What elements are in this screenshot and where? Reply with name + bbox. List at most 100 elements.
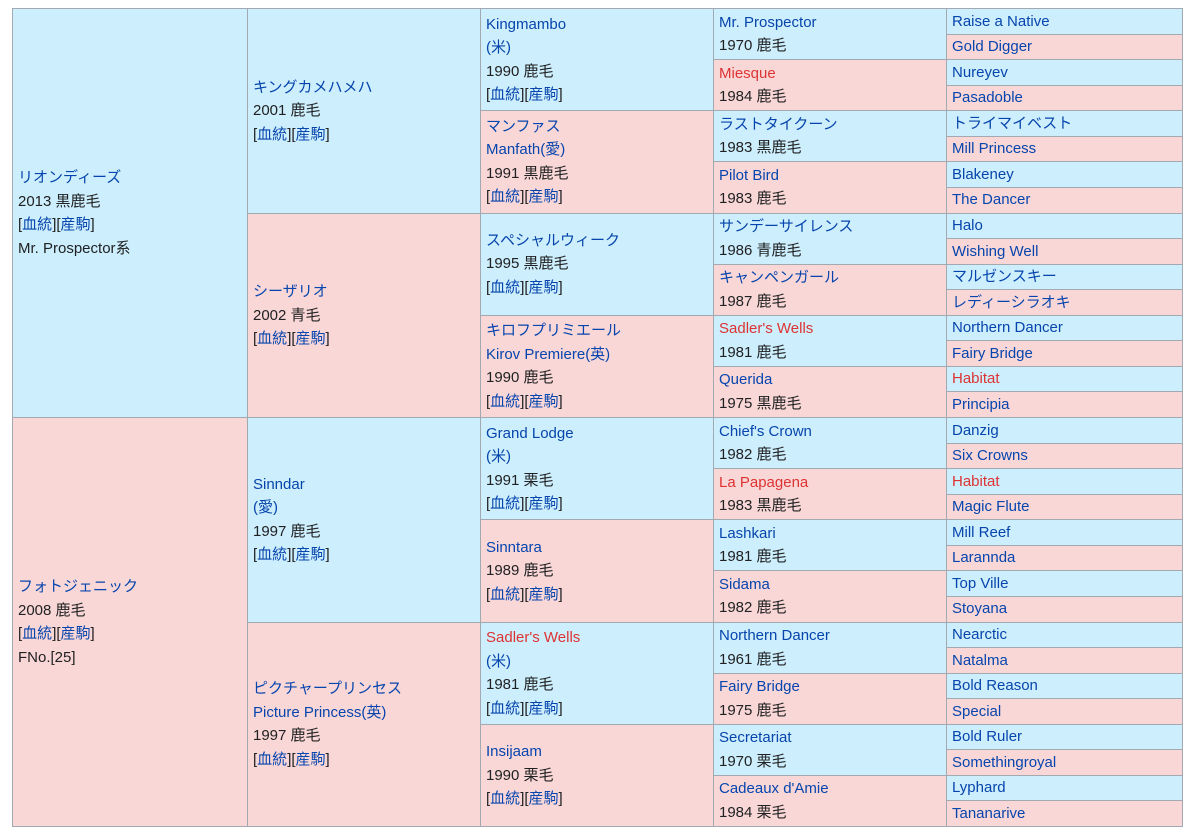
gen5-2-name-link[interactable]: Nureyev [952,63,1008,81]
gen5-13-name-link[interactable]: Fairy Bridge [952,344,1033,362]
gen5-30-name-link[interactable]: Lyphard [952,779,1006,797]
gen5-22-name-link[interactable]: Top Ville [952,574,1009,592]
gen5-9-name-link[interactable]: Wishing Well [952,242,1039,260]
gen3-4-origin-link[interactable]: (米) [486,448,511,466]
gen3-6-origin-link[interactable]: (米) [486,652,511,670]
gen4-6-name-link[interactable]: Sadler's Wells [719,320,814,338]
gen1-dam-name-link[interactable]: フォトジェニック [18,578,139,595]
gen4-1-name-link[interactable]: Miesque [719,64,776,82]
gen2-2-produce-link[interactable]: 産駒 [295,546,326,564]
gen2-2-name-link[interactable]: Sinndar [253,475,305,493]
gen3-4-name-link[interactable]: Grand Lodge [486,424,574,442]
gen3-cell: マンファス Manfath(愛) 1991 黒鹿毛 [血統][産駒] [480,110,714,214]
gen5-12-name-link[interactable]: Northern Dancer [952,319,1063,337]
gen4-12-name-link[interactable]: Northern Dancer [719,627,830,645]
gen1-dam-produce-link[interactable]: 産駒 [60,625,91,642]
gen3-2-name-link[interactable]: スペシャルウィーク [486,231,620,249]
gen2-2-bloodline-link[interactable]: 血統 [257,546,288,564]
gen1-sire-produce-link[interactable]: 産駒 [60,216,91,233]
gen3-0-name-link[interactable]: Kingmambo [486,15,567,33]
gen2-0-bloodline-link[interactable]: 血統 [257,125,288,143]
gen2-3-produce-link[interactable]: 産駒 [295,750,326,768]
gen3-3-alt-name-link[interactable]: Kirov Premiere(英) [486,345,611,363]
gen2-1-name-link[interactable]: シーザリオ [253,283,328,300]
gen3-7-bloodline-link[interactable]: 血統 [490,790,521,808]
gen3-6-bloodline-link[interactable]: 血統 [490,699,521,717]
gen4-5-name-link[interactable]: キャンペンガール [719,269,840,287]
gen5-29-name-link[interactable]: Somethingroyal [952,753,1057,771]
gen5-7-name-link[interactable]: The Dancer [952,191,1031,209]
gen5-3-name-link[interactable]: Pasadoble [952,89,1023,107]
gen4-10-name-link[interactable]: Lashkari [719,524,776,542]
gen2-3-name-link[interactable]: ピクチャープリンセス [253,680,402,698]
gen2-3-alt-name-link[interactable]: Picture Princess(英) [253,703,387,721]
gen5-10-name-link[interactable]: マルゼンスキー [952,268,1057,286]
gen2-2-origin-link[interactable]: (愛) [253,499,278,517]
gen3-3-bloodline-link[interactable]: 血統 [490,392,521,410]
gen3-7-name-link[interactable]: Insijaam [486,743,542,761]
gen3-2-produce-link[interactable]: 産駒 [528,278,559,296]
gen3-6-produce-link[interactable]: 産駒 [528,699,559,717]
gen5-19-name-link[interactable]: Magic Flute [952,498,1030,516]
gen3-4-produce-link[interactable]: 産駒 [528,495,559,513]
gen5-16-name-link[interactable]: Danzig [952,421,999,439]
gen2-0-produce-link[interactable]: 産駒 [295,125,326,143]
gen5-1-name-link[interactable]: Gold Digger [952,38,1033,56]
gen5-18-name-link[interactable]: Habitat [952,472,1000,490]
gen5-11-name-link[interactable]: レディーシラオキ [952,293,1071,311]
gen5-27-name-link[interactable]: Special [952,702,1002,720]
gen5-28-name-link[interactable]: Bold Ruler [952,728,1023,746]
gen3-6-name-link[interactable]: Sadler's Wells [486,629,581,647]
gen3-1-alt-name-link[interactable]: Manfath(愛) [486,141,566,159]
gen1-dam-bloodline-link[interactable]: 血統 [22,625,53,642]
gen5-8-name-link[interactable]: Halo [952,217,983,235]
gen4-11-name-link[interactable]: Sidama [719,575,770,593]
gen3-1-name-link-line: マンファス [486,115,708,139]
gen5-24-name-link[interactable]: Nearctic [952,626,1008,644]
gen5-20-name-link[interactable]: Mill Reef [952,523,1011,541]
gen3-5-bloodline-link[interactable]: 血統 [490,585,521,603]
gen3-7-produce-link[interactable]: 産駒 [528,790,559,808]
gen3-3-produce-link[interactable]: 産駒 [528,392,559,410]
gen5-0-name-link[interactable]: Raise a Native [952,12,1050,30]
gen4-13-name-link[interactable]: Fairy Bridge [719,678,800,696]
gen5-4-name-link[interactable]: トライマイベスト [952,114,1073,132]
gen3-0-origin-link[interactable]: (米) [486,39,511,57]
gen3-5-name-link[interactable]: Sinntara [486,538,542,556]
gen2-0-name-link[interactable]: キングカメハメハ [253,78,373,96]
gen1-sire-bloodline-link[interactable]: 血統 [22,216,53,233]
gen4-7-name-link[interactable]: Querida [719,371,773,389]
gen4-4-name-link[interactable]: サンデーサイレンス [719,218,854,236]
gen3-1-produce-link[interactable]: 産駒 [528,188,559,206]
gen4-cell: Cadeaux d'Amie 1984 栗毛 [713,774,947,828]
gen3-5-produce-link[interactable]: 産駒 [528,585,559,603]
gen3-0-produce-link[interactable]: 産駒 [528,86,559,104]
gen3-2-bloodline-link[interactable]: 血統 [490,278,521,296]
gen5-14-name-link[interactable]: Habitat [952,370,1000,388]
gen3-0-bloodline-link[interactable]: 血統 [490,86,521,104]
gen5-5-name-link[interactable]: Mill Princess [952,140,1037,158]
gen2-3-bloodline-link[interactable]: 血統 [257,750,288,768]
gen4-14-name-link[interactable]: Secretariat [719,729,792,747]
gen2-1-bloodline-link[interactable]: 血統 [257,330,288,347]
gen4-3-name-link[interactable]: Pilot Bird [719,166,780,184]
gen4-9-name-link[interactable]: La Papagena [719,473,809,491]
gen3-1-name-link[interactable]: マンファス [486,117,561,135]
gen4-0-name-link[interactable]: Mr. Prospector [719,13,817,31]
gen5-31-name-link[interactable]: Tananarive [952,804,1026,822]
gen3-1-bloodline-link[interactable]: 血統 [490,188,521,206]
gen5-25-name-link[interactable]: Natalma [952,651,1008,669]
gen5-26-name-link[interactable]: Bold Reason [952,677,1038,695]
gen3-3-name-link[interactable]: キロフプリミエール [486,322,622,340]
gen5-6-name-link[interactable]: Blakeney [952,165,1014,183]
gen5-23-name-link[interactable]: Stoyana [952,600,1008,618]
gen3-4-bloodline-link[interactable]: 血統 [490,495,521,513]
gen4-8-name-link[interactable]: Chief's Crown [719,422,812,440]
gen1-sire-name-link[interactable]: リオンディーズ [18,169,122,186]
gen5-15-name-link[interactable]: Principia [952,395,1010,413]
gen5-21-name-link[interactable]: Larannda [952,549,1016,567]
gen2-1-produce-link[interactable]: 産駒 [295,330,326,347]
gen4-15-name-link[interactable]: Cadeaux d'Amie [719,780,829,798]
gen5-17-name-link[interactable]: Six Crowns [952,447,1028,465]
gen4-2-name-link[interactable]: ラストタイクーン [719,115,838,133]
